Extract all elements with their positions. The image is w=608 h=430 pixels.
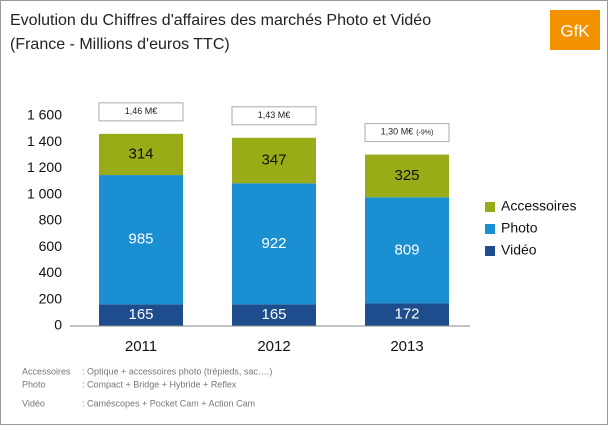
bar-segment [232,183,316,305]
y-tick-label: 1 400 [27,133,62,149]
y-tick-label: 600 [39,238,63,254]
annotation-text: 1,46 M€ [125,106,158,116]
data-label: 165 [128,306,153,323]
legend-label: Photo [501,220,538,236]
footnote-label: Accessoires [22,366,71,376]
legend-swatch [485,246,495,256]
bar-segment [365,154,449,198]
chart-title: Evolution du Chiffres d'affaires des mar… [10,12,431,29]
bar-segment [99,133,183,176]
legend-label: Accessoires [501,198,576,214]
logo: GfK [560,21,590,40]
annotation-box [231,106,317,126]
y-tick-label: 400 [39,264,63,280]
chart-subtitle: (France - Millions d'euros TTC) [10,36,230,53]
data-label: 809 [394,241,419,258]
logo-box [550,10,600,50]
bar-segment [232,304,316,326]
y-tick-label: 1 000 [27,185,62,201]
footnote-text: : Caméscopes + Pocket Cam + Action Cam [82,398,255,408]
bar-segment [99,304,183,326]
x-tick-label: 2012 [257,338,290,355]
legend-swatch [485,202,495,212]
data-label: 325 [394,167,419,184]
bar-segment [365,197,449,304]
y-tick-label: 0 [54,317,62,333]
x-tick-label: 2011 [125,338,157,355]
footnote-label: Vidéo [22,398,45,408]
annotation: 1,46 M€ [125,106,158,116]
y-tick-label: 1 600 [27,107,62,123]
bar-segment [232,137,316,184]
data-label: 922 [261,235,286,252]
data-label: 314 [128,145,153,162]
annotation-note: (-9%) [416,129,433,136]
y-tick-label: 200 [39,290,63,306]
annotation: 1,30 M€ (-9%) [381,127,434,137]
footnote-text: : Compact + Bridge + Hybride + Reflex [82,379,237,389]
legend-swatch [485,224,495,234]
data-label: 165 [261,306,286,323]
data-label: 985 [128,231,153,248]
legend-label: Vidéo [501,242,537,258]
annotation-box [98,102,184,122]
bar-segment [99,175,183,305]
footnote-label: Photo [22,379,46,389]
annotation-text: 1,43 M€ [258,110,291,120]
data-label: 347 [261,152,286,169]
data-label: 172 [394,306,419,323]
annotation-box [364,123,450,143]
annotation-text: 1,30 M€ [381,127,414,137]
x-tick-label: 2013 [390,338,423,355]
footnote-text: : Optique + accessoires photo (trépieds,… [82,366,272,376]
y-tick-label: 800 [39,212,63,228]
bar-segment [365,303,449,326]
annotation: 1,43 M€ [258,110,291,120]
y-tick-label: 1 200 [27,159,62,175]
